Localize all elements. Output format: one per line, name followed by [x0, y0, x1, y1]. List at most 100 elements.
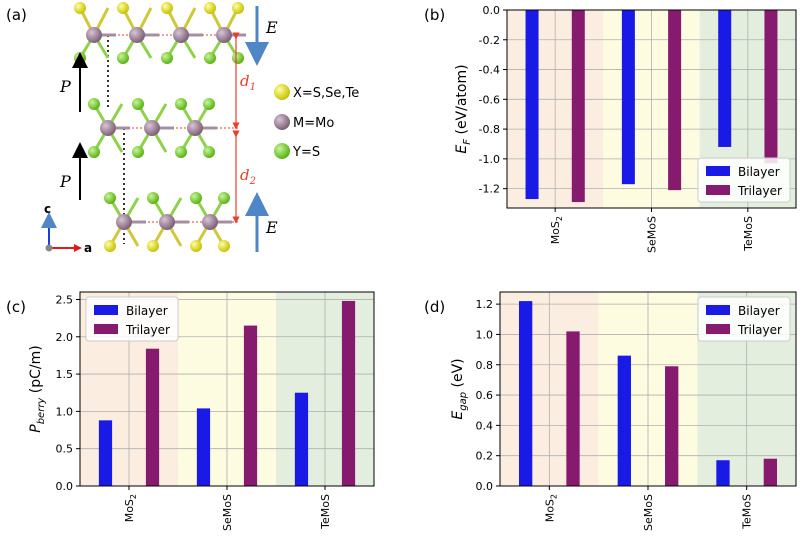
field-label-top: E: [265, 18, 278, 37]
atom-legend-x-swatch: [274, 84, 290, 100]
trilayer-structure: [74, 2, 246, 252]
berry-polarization-chart: 0.0 0.5 1.0 1.5 2.0 2.5 MoS2 SeMoS TeMoS Pberry (…: [6, 291, 375, 531]
atom-top: [161, 2, 173, 14]
bar-bilayer-temos: [294, 392, 309, 486]
axis-a-label: a: [84, 241, 92, 255]
atom-top: [203, 98, 215, 110]
bar-bilayer-temos: [716, 460, 730, 486]
atom-metal: [144, 120, 160, 136]
polarization-label-top: P: [59, 77, 71, 96]
bar-trilayer-mos2: [566, 331, 580, 486]
atom-top: [104, 192, 116, 204]
y-tick-label: 1.5: [56, 368, 74, 381]
atom-bottom: [218, 240, 230, 252]
legend-label: Trilayer: [125, 323, 170, 337]
y-axis-label: Egap (eV): [450, 358, 469, 419]
atom-metal: [129, 27, 145, 43]
axis-a-arrowhead: [74, 244, 82, 252]
y-tick-label: 0.5: [56, 443, 74, 456]
x-tick-label: SeMoS: [221, 494, 234, 531]
x-tick-label: MoS2: [543, 494, 558, 522]
atom-legend-m-label: M=Mo: [293, 116, 334, 131]
fermi-energy-chart: -1.2 -1.0 -0.8 -0.6 -0.4 -0.2 0.0 MoS2 SeMoS TeMo…: [424, 4, 797, 253]
x-tick-label: MoS2: [549, 216, 564, 244]
x-tick-label: TeMoS: [742, 216, 755, 252]
atom-top: [218, 192, 230, 204]
bar-trilayer-temos: [763, 458, 778, 486]
atom-bottom: [190, 240, 202, 252]
y-tick-label: 1.0: [56, 405, 74, 418]
bar-bilayer-mos2: [98, 420, 113, 486]
bar-trilayer-mos2: [145, 348, 160, 486]
y-tick-label: 0.8: [476, 359, 494, 372]
legend-label: Bilayer: [738, 304, 780, 318]
atom-top: [117, 2, 129, 14]
y-tick-label: 1.2: [476, 298, 494, 311]
y-tick-label: 0.2: [476, 450, 494, 463]
bar-trilayer-semos: [668, 10, 682, 191]
chart-legend: Bilayer Trilayer: [85, 296, 179, 342]
legend-label: Trilayer: [737, 184, 782, 198]
y-tick-label: 0.4: [476, 419, 494, 432]
y-axis-label: Pberry (pC/m): [28, 345, 47, 432]
y-tick-label: 2.5: [56, 293, 74, 306]
legend-label: Bilayer: [126, 304, 168, 318]
x-tick-label: TeMoS: [319, 494, 332, 530]
y-tick-label: -0.2: [479, 34, 500, 47]
bar-bilayer-semos: [621, 10, 635, 185]
atom-legend: X=S,Se,Te M=Mo Y=S: [274, 84, 359, 160]
polarization-label-bottom: P: [59, 172, 71, 191]
atom-bottom: [161, 52, 173, 64]
atom-metal: [216, 27, 232, 43]
legend-swatch: [706, 324, 730, 334]
y-tick-label: 0.0: [483, 4, 501, 17]
panel-a-tag: (a): [6, 6, 27, 24]
atom-top: [132, 98, 144, 110]
bar-bilayer-temos: [718, 10, 732, 147]
atom-metal: [159, 214, 175, 230]
atom-top: [175, 98, 187, 110]
panel-tag: (d): [424, 298, 445, 316]
bar-bilayer-mos2: [518, 301, 533, 486]
bar-trilayer-semos: [243, 325, 258, 486]
atom-bottom: [203, 146, 215, 158]
chart-legend: Bilayer Trilayer: [697, 296, 791, 342]
y-tick-label: -1.0: [479, 153, 500, 166]
bar-trilayer-semos: [665, 366, 679, 486]
x-tick-label: SeMoS: [642, 494, 655, 531]
bar-bilayer-semos: [196, 408, 211, 486]
y-tick-label: 1.0: [476, 328, 494, 341]
atom-bottom: [232, 52, 244, 64]
atom-metal: [173, 27, 189, 43]
bar-trilayer-temos: [341, 300, 356, 486]
y-axis-label: EF (eV/atom): [454, 64, 473, 153]
atom-legend-y-label: Y=S: [292, 145, 320, 160]
bar-trilayer-mos2: [571, 10, 585, 203]
y-tick-label: -0.8: [479, 123, 500, 136]
band-gap-chart: 0.0 0.2 0.4 0.6 0.8 1.0 1.2 MoS2 SeMoS TeMoS Egap …: [424, 291, 797, 531]
atom-legend-x-label: X=S,Se,Te: [293, 86, 359, 101]
axis-c-label: c: [44, 202, 51, 216]
atom-metal: [100, 120, 116, 136]
legend-swatch: [94, 305, 118, 315]
atom-legend-y-swatch: [274, 143, 290, 159]
legend-swatch: [706, 305, 730, 315]
atom-top: [74, 2, 86, 14]
panel-tag: (b): [424, 6, 445, 24]
atom-bottom: [117, 52, 129, 64]
x-tick-label: MoS2: [123, 494, 138, 522]
legend-swatch: [706, 166, 730, 176]
atom-bottom: [204, 52, 216, 64]
bar-bilayer-semos: [617, 355, 631, 486]
atom-top: [232, 2, 244, 14]
atom-metal: [202, 214, 218, 230]
y-tick-label: 2.0: [56, 331, 74, 344]
y-tick-label: -1.2: [479, 183, 500, 196]
atom-bottom: [132, 146, 144, 158]
x-tick-label: TeMoS: [741, 494, 754, 530]
d2-label: d2: [240, 166, 256, 187]
y-tick-label: 0.0: [476, 480, 494, 493]
atom-bottom: [175, 146, 187, 158]
legend-swatch: [706, 185, 730, 195]
